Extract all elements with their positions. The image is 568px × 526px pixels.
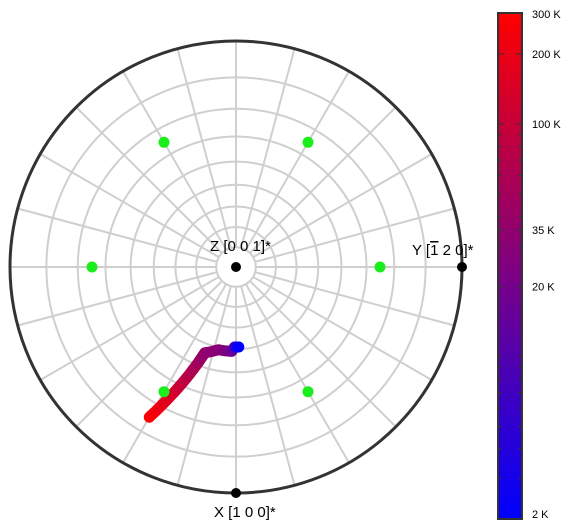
colorbar-tick-label: 20 K <box>532 282 555 294</box>
grid-meridian <box>254 207 455 263</box>
z-axis-label: Z [0 0 1]* <box>210 238 271 255</box>
colorbar-tick-label: 300 K <box>532 9 561 21</box>
grid-meridian <box>249 106 397 254</box>
symmetry-points <box>86 136 386 398</box>
colorbar-tick-label: 35 K <box>532 225 555 237</box>
grid-meridian <box>176 285 232 486</box>
symmetry-point <box>158 136 170 148</box>
symmetry-point <box>302 386 314 398</box>
symmetry-point <box>158 386 170 398</box>
colorbar-gradient <box>497 12 523 520</box>
grid-meridian <box>75 106 223 254</box>
x-axis-point <box>231 488 241 498</box>
colorbar-tick-label: 200 K <box>532 49 561 61</box>
grid-meridian <box>122 283 227 464</box>
grid-meridian <box>254 271 455 327</box>
grid-meridian <box>17 207 218 263</box>
grid-meridian <box>240 285 296 486</box>
grid-meridian <box>252 276 433 381</box>
temperature-trajectory <box>143 341 245 423</box>
symmetry-point <box>86 261 98 273</box>
grid-meridian <box>122 70 227 251</box>
grid-meridian <box>249 280 397 428</box>
grid-meridian <box>17 271 218 327</box>
grid-meridian <box>245 70 350 251</box>
symmetry-point <box>302 136 314 148</box>
colorbar-tick-label: 2 K <box>532 509 549 521</box>
grid-meridian <box>39 276 220 381</box>
trajectory-point <box>233 341 245 353</box>
grid-meridian <box>39 153 220 258</box>
x-axis-label: X [1 0 0]* <box>214 504 276 521</box>
grid-meridian <box>252 153 433 258</box>
colorbar: 300 K 200 K 100 K 35 K 20 K 2 K <box>497 9 561 521</box>
grid-meridian <box>240 48 296 249</box>
colorbar-ticks: 300 K 200 K 100 K 35 K 20 K 2 K <box>498 9 561 521</box>
colorbar-tick-label: 100 K <box>532 119 561 131</box>
grid-meridian <box>75 280 223 428</box>
symmetry-point <box>374 261 386 273</box>
grid-meridian <box>245 283 350 464</box>
y-axis-label-bar-digit: 1 <box>430 242 438 259</box>
y-axis-label: Y [1 2 0]* <box>412 242 474 259</box>
y-axis-point <box>457 262 467 272</box>
z-axis-point <box>231 262 241 272</box>
grid-meridian <box>176 48 232 249</box>
